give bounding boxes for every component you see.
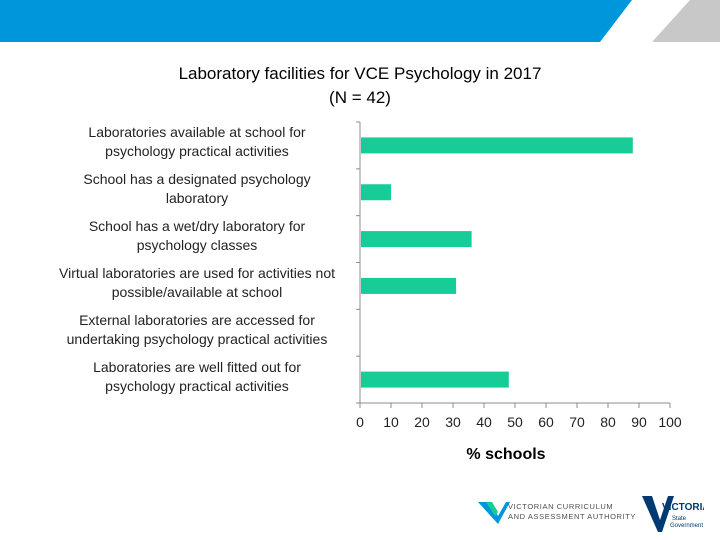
x-tick-label: 0 (356, 414, 364, 430)
bar (361, 184, 391, 201)
x-axis-label: % schools (466, 446, 546, 463)
vic-sub-2: Government (670, 523, 703, 529)
category-label: School has a designated psychology labora… (40, 170, 354, 208)
bar (361, 137, 633, 154)
category-label-line: psychology practical activities (105, 143, 289, 160)
x-tick-label: 20 (414, 414, 430, 430)
vcaa-logo-text: VICTORIAN CURRICULUM AND ASSESSMENT AUTH… (508, 502, 636, 522)
x-tick-label: 70 (569, 414, 585, 430)
category-label-line: psychology practical activities (105, 377, 289, 394)
x-tick-label: 80 (600, 414, 616, 430)
victoria-government-logo-icon: VICTORIA State Government (640, 494, 704, 534)
category-label-line: Laboratories are well fitted out for (93, 358, 301, 375)
vcaa-line-1: VICTORIAN CURRICULUM (508, 502, 614, 511)
category-label-line: psychology classes (136, 237, 258, 254)
x-tick-label: 50 (507, 414, 523, 430)
chart-subtitle: (N = 42) (329, 88, 391, 107)
category-label: Virtual laboratories are used for activi… (40, 264, 354, 302)
vcaa-logo-icon (478, 502, 510, 524)
x-tick-label: 10 (383, 414, 399, 430)
category-label: Laboratories are well fitted out for psyc… (40, 358, 354, 396)
x-tick-label: 40 (476, 414, 492, 430)
category-label: School has a wet/dry laboratory for psych… (40, 217, 354, 255)
x-tick-label: 90 (631, 414, 647, 430)
x-tick-label: 30 (445, 414, 461, 430)
category-label: External laboratories are accessed for un… (40, 311, 354, 349)
category-label-line: School has a designated psychology (83, 171, 311, 188)
header-banner (0, 0, 720, 42)
vic-sub-1: State (672, 516, 687, 522)
vcaa-line-2: AND ASSESSMENT AUTHORITY (508, 512, 637, 521)
bar (361, 277, 457, 294)
category-label: Laboratories available at school for psyc… (40, 123, 354, 161)
category-label-line: School has a wet/dry laboratory for (88, 218, 306, 235)
category-label-line: External laboratories are accessed for (79, 311, 315, 328)
x-tick-label: 60 (538, 414, 554, 430)
bar (361, 371, 509, 388)
category-label-line: undertaking psychology practical activit… (66, 330, 328, 347)
vic-name: VICTORIA (662, 502, 704, 513)
category-label-line: laboratory (165, 190, 229, 207)
chart-title: Laboratory facilities for VCE Psychology… (178, 64, 542, 83)
category-label-line: possible/available at school (111, 283, 283, 300)
category-label-line: Laboratories available at school for (88, 124, 306, 141)
bar (361, 231, 472, 248)
category-label-line: Virtual laboratories are used for activi… (59, 264, 335, 281)
x-tick-label: 100 (658, 414, 682, 430)
